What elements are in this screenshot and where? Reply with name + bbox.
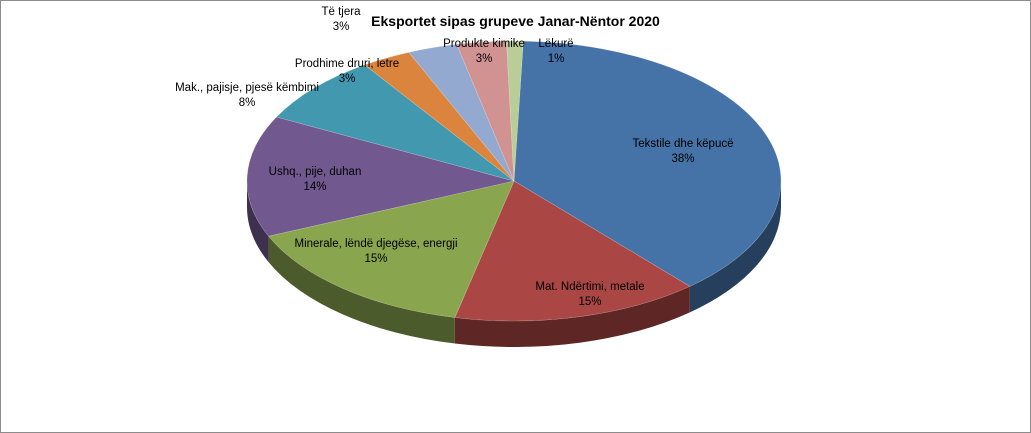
pie-label-category: Prodhime druri, letre [295, 58, 399, 70]
pie-label-category: Ushq., pije, duhan [269, 166, 362, 178]
pie-label-category: Të tjera [322, 6, 362, 18]
pie-label-percent: 15% [364, 253, 387, 265]
pie-side-walls [247, 181, 781, 347]
pie-label-percent: 3% [333, 21, 350, 33]
pie-side-mat-ndertimi-metale [454, 286, 690, 347]
pie-label-produkte-kimike: Produkte kimike 3% [443, 38, 525, 65]
pie-label-percent: 8% [239, 97, 256, 109]
pie-label-percent: 1% [548, 53, 565, 65]
chart-title: Eksportet sipas grupeve Janar-Nëntor 202… [371, 13, 660, 29]
pie-slice-prodhime-druri-letre [364, 51, 515, 182]
pie-label-percent: 15% [578, 296, 601, 308]
pie-label-category: Produkte kimike [443, 38, 525, 50]
pie-label-category: Minerale, lëndë djegëse, energji [294, 238, 457, 250]
pie-label-category: Lëkurë [538, 38, 573, 50]
pie-side-minerale-lende-djegese-energji [268, 236, 455, 344]
pie-label-te-tjera: Të tjera 3% [322, 6, 362, 33]
pie-labels: Tekstile dhe këpucë 38% Mat. Ndërtimi, met… [175, 6, 733, 308]
pie-slice-produkte-kimike [456, 40, 515, 182]
pie-side-tekstile-dhe-kepuce [689, 181, 781, 313]
pie-label-category: Mat. Ndërtimi, metale [535, 281, 644, 293]
pie-slice-lekure [506, 40, 524, 182]
pie-label-lekure: Lëkurë 1% [538, 38, 573, 65]
pie-label-percent: 14% [303, 181, 326, 193]
pie-side-ushq-pije-duhan [247, 181, 269, 263]
pie-slice-ushq-pije-duhan [246, 116, 515, 237]
pie-slice-minerale-lende-djegese-energji [268, 180, 515, 318]
pie-label-category: Tekstile dhe këpucë [632, 138, 733, 150]
pie-label-percent: 3% [339, 73, 356, 85]
pie-slices [246, 40, 782, 322]
pie-label-mak-pajisje-pjese-kembimi: Mak., pajisje, pjesë këmbimi 8% [175, 82, 319, 109]
pie-label-tekstile-dhe-kepuce: Tekstile dhe këpucë 38% [632, 138, 733, 165]
pie-label-mat-ndertimi-metale: Mat. Ndërtimi, metale 15% [535, 281, 644, 308]
pie-label-category: Mak., pajisje, pjesë këmbimi [175, 82, 319, 94]
pie-label-ushq-pije-duhan: Ushq., pije, duhan 14% [269, 166, 362, 193]
pie-label-percent: 3% [476, 53, 493, 65]
pie-slice-tekstile-dhe-kepuce [513, 40, 782, 287]
pie-slice-mak-pajisje-pjese-kembimi [275, 64, 515, 182]
pie-label-prodhime-druri-letre: Prodhime druri, letre 3% [295, 58, 399, 85]
pie-slice-mat-ndertimi-metale [454, 180, 691, 322]
pie-label-minerale-lende-djegese-energji: Minerale, lëndë djegëse, energji 15% [294, 238, 457, 265]
pie-slice-te-tjera [408, 43, 515, 182]
pie-label-percent: 38% [671, 153, 694, 165]
